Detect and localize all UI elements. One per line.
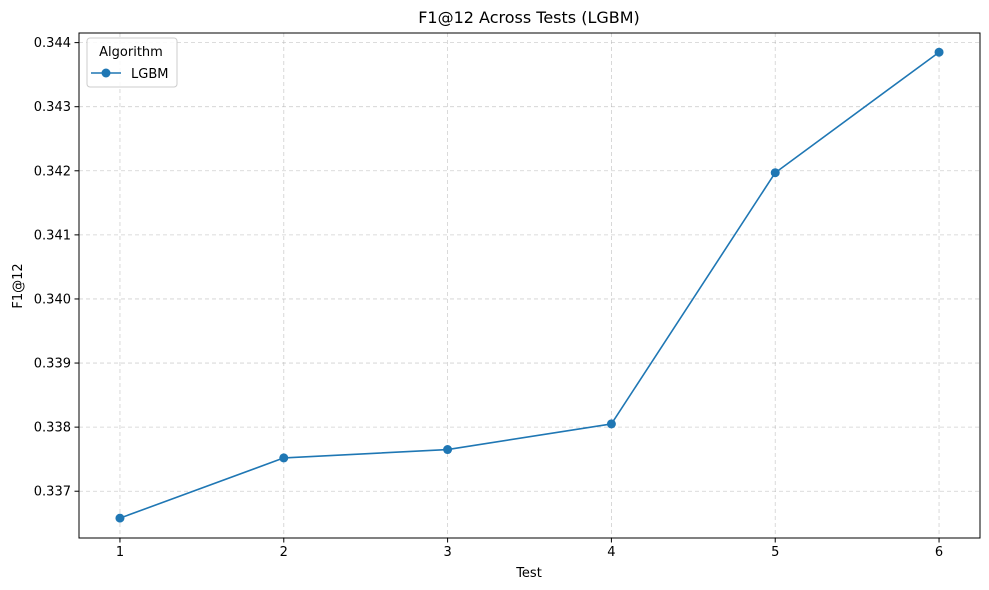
series-line-lgbm: [119, 51, 940, 519]
y-tick-label: 0.341: [34, 228, 71, 243]
x-tick-label: 4: [607, 545, 615, 560]
y-tick-label: 0.342: [34, 164, 71, 179]
y-tick-label: 0.344: [34, 36, 71, 51]
x-tick-label: 6: [935, 545, 943, 560]
y-tick-label: 0.339: [34, 357, 71, 372]
chart-title: F1@12 Across Tests (LGBM): [418, 8, 640, 27]
x-tick-label: 2: [280, 545, 288, 560]
data-point: [606, 419, 616, 429]
x-axis: 1 2 3 4 5 6: [116, 538, 943, 560]
x-tick-label: 3: [443, 545, 451, 560]
x-axis-label: Test: [515, 566, 542, 581]
legend-title: Algorithm: [99, 45, 163, 60]
legend-series-marker: [101, 68, 111, 78]
grid-lines: [79, 33, 980, 538]
y-axis: 0.337 0.338 0.339 0.340 0.341 0.342 0.343 0.344: [34, 36, 79, 500]
x-tick-label: 5: [771, 545, 779, 560]
y-tick-label: 0.338: [34, 421, 71, 436]
data-point: [443, 445, 453, 455]
plot-area-frame: [78, 32, 981, 539]
y-axis-label: F1@12: [11, 263, 26, 308]
x-tick-label: 1: [116, 545, 124, 560]
series-layer: [115, 47, 944, 523]
y-tick-label: 0.340: [34, 292, 71, 307]
y-tick-label: 0.343: [34, 100, 71, 115]
data-point: [115, 513, 125, 523]
data-point: [934, 47, 944, 57]
legend-series-label: LGBM: [131, 67, 168, 82]
data-point: [770, 168, 780, 178]
legend: Algorithm LGBM: [86, 37, 178, 88]
y-tick-label: 0.337: [34, 485, 71, 500]
data-point: [279, 453, 289, 463]
